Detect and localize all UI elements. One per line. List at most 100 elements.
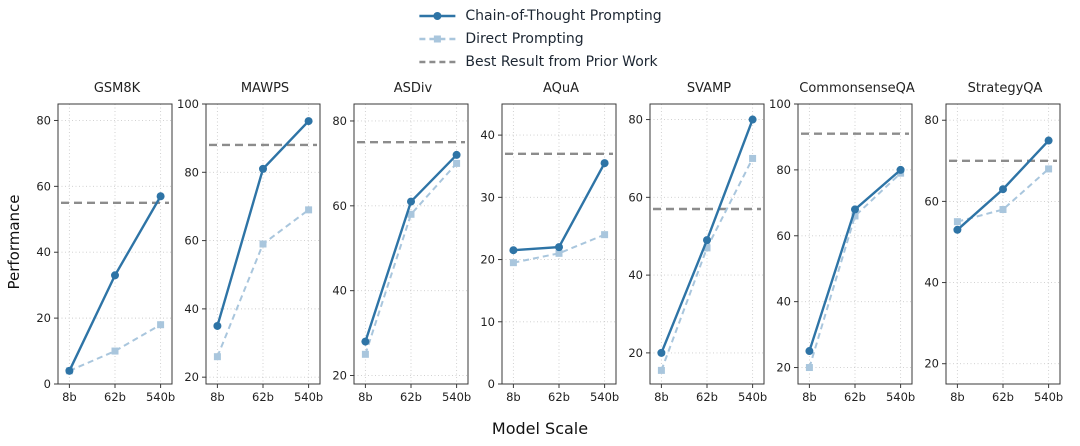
x-tick-label: 540b	[146, 390, 175, 404]
y-tick-label: 0	[488, 377, 495, 391]
direct-marker-icon	[749, 154, 757, 162]
legend: Chain-of-Thought Prompting Direct Prompt…	[418, 5, 662, 73]
direct-marker-icon	[805, 364, 813, 372]
cot-marker-icon	[452, 150, 461, 159]
y-tick-label: 30	[480, 190, 495, 204]
x-tick-label: 8b	[358, 390, 373, 404]
prior-line-sample-icon	[419, 60, 456, 64]
y-tick-label: 20	[776, 361, 791, 375]
x-tick-label: 540b	[886, 390, 915, 404]
direct-marker-icon	[1045, 165, 1053, 173]
y-tick-label: 20	[924, 357, 939, 371]
cot-marker-icon	[600, 159, 609, 168]
direct-marker-icon	[111, 347, 119, 355]
y-tick-label: 40	[776, 295, 791, 309]
direct-prompting-line	[513, 233, 605, 264]
y-tick-label: 40	[184, 302, 199, 316]
cot-marker-icon	[748, 115, 757, 124]
x-tick-label: 8b	[210, 390, 225, 404]
y-tick-label: 20	[184, 370, 199, 384]
cot-marker-icon	[703, 236, 711, 245]
legend-item-cot: Chain-of-Thought Prompting	[418, 5, 662, 27]
y-tick-label: 60	[776, 229, 791, 243]
subplot-plot-area: 20 40 60 80 8b 62b 540b	[332, 103, 471, 404]
x-tick-label: 8b	[950, 390, 965, 404]
x-tick-label: 540b	[738, 390, 767, 404]
direct-marker-icon	[953, 218, 961, 226]
direct-marker-icon	[259, 240, 267, 248]
direct-marker-icon	[305, 206, 313, 214]
y-tick-label: 60	[36, 179, 51, 193]
cot-marker-icon	[1044, 136, 1053, 145]
cot-line-sample-icon	[419, 12, 456, 20]
panels-row: GSM8K 0 20 40 60 80 8b 62b 540b MAWPS 20 40 60 80 1…	[28, 80, 1064, 420]
subplot-plot-area: 20 40 60 80 100 8b 62b 540b	[177, 97, 323, 404]
direct-marker-icon	[157, 321, 165, 329]
y-tick-label: 40	[628, 268, 643, 282]
y-tick-label: 10	[480, 315, 495, 329]
y-tick-label: 20	[332, 369, 347, 383]
subplot: MAWPS 20 40 60 80 100 8b 62b 540b	[176, 80, 324, 420]
subplot: SVAMP 20 40 60 80 8b 62b 540b	[620, 80, 768, 420]
y-tick-label: 80	[776, 163, 791, 177]
x-tick-label: 62b	[696, 390, 718, 404]
cot-marker-icon	[555, 243, 563, 252]
y-tick-label: 100	[769, 97, 791, 111]
subplot: ASDiv 20 40 60 80 8b 62b 540b	[324, 80, 472, 420]
y-tick-label: 40	[36, 245, 51, 259]
subplot-plot-area: 0 10 20 30 40 8b 62b 540b	[480, 103, 619, 404]
cot-marker-icon	[111, 271, 119, 280]
x-tick-label: 62b	[400, 390, 422, 404]
subplot-title: GSM8K	[93, 81, 141, 96]
legend-label-direct: Direct Prompting	[465, 31, 584, 47]
legend-label-cot: Chain-of-Thought Prompting	[465, 8, 662, 24]
direct-marker-icon	[407, 210, 415, 218]
direct-line-sample-icon	[419, 35, 456, 43]
x-tick-label: 62b	[104, 390, 126, 404]
subplot-title: AQuA	[542, 81, 580, 96]
direct-marker-icon	[999, 206, 1007, 214]
cot-marker-icon	[304, 117, 313, 126]
y-axis-label: Performance	[5, 194, 23, 290]
direct-marker-icon	[509, 259, 517, 267]
legend-item-direct: Direct Prompting	[418, 28, 661, 50]
direct-prompting-line	[69, 323, 162, 372]
x-tick-label: 540b	[442, 390, 471, 404]
cot-marker-icon	[213, 321, 222, 330]
cot-marker-icon	[65, 366, 74, 375]
y-tick-label: 100	[177, 97, 199, 111]
cot-line	[68, 195, 162, 372]
x-tick-label: 62b	[992, 390, 1014, 404]
y-tick-label: 80	[628, 113, 643, 127]
direct-marker-icon	[657, 366, 665, 374]
direct-prompting-line	[364, 162, 458, 355]
direct-marker-icon	[601, 231, 609, 239]
cot-marker-icon	[999, 185, 1007, 194]
y-tick-label: 20	[36, 311, 51, 325]
subplot: AQuA 0 10 20 30 40 8b 62b 540b	[472, 80, 620, 420]
x-tick-label: 8b	[506, 390, 521, 404]
cot-marker-icon	[156, 192, 165, 201]
subplot-plot-area: 20 40 60 80 100 8b 62b 540b	[769, 97, 915, 404]
cot-marker-icon	[851, 205, 859, 214]
cot-marker-icon	[259, 164, 267, 173]
subplot-plot-area: 0 20 40 60 80 8b 62b 540b	[36, 103, 175, 404]
cot-marker-icon	[657, 348, 666, 357]
direct-marker-icon	[213, 353, 221, 361]
direct-marker-icon	[453, 159, 461, 167]
legend-item-prior: Best Result from Prior Work	[418, 51, 661, 73]
subplot-title: MAWPS	[240, 81, 290, 96]
legend-label-prior: Best Result from Prior Work	[465, 54, 658, 70]
subplot: GSM8K 0 20 40 60 80 8b 62b 540b	[28, 80, 176, 420]
x-axis-label: Model Scale	[491, 419, 589, 438]
x-tick-label: 62b	[252, 390, 274, 404]
square-marker-icon	[433, 35, 441, 43]
y-tick-label: 20	[480, 253, 495, 267]
cot-marker-icon	[896, 165, 905, 174]
y-tick-label: 40	[332, 284, 347, 298]
x-tick-label: 540b	[294, 390, 323, 404]
x-tick-label: 540b	[1034, 390, 1063, 404]
x-tick-label: 8b	[62, 390, 77, 404]
y-tick-label: 40	[480, 128, 495, 142]
x-tick-label: 8b	[654, 390, 669, 404]
